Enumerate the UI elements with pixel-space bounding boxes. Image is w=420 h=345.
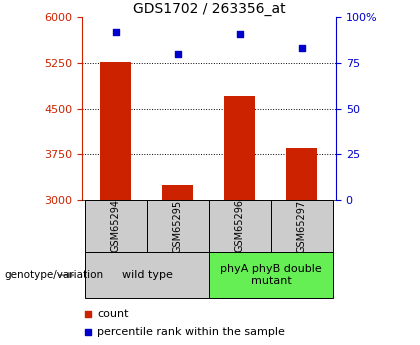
Bar [100, 62, 131, 200]
Point [113, 29, 119, 34]
Text: GSM65297: GSM65297 [297, 199, 307, 253]
Bar [85, 252, 209, 298]
Text: GSM65296: GSM65296 [235, 199, 245, 253]
Bar [224, 97, 255, 200]
Title: GDS1702 / 263356_at: GDS1702 / 263356_at [133, 2, 285, 16]
Bar [271, 200, 333, 252]
Point [85, 311, 92, 317]
Bar [163, 185, 194, 200]
Text: GSM65295: GSM65295 [173, 199, 183, 253]
Text: percentile rank within the sample: percentile rank within the sample [97, 327, 285, 337]
Text: phyA phyB double
mutant: phyA phyB double mutant [220, 264, 322, 286]
Point [85, 329, 92, 335]
Bar [85, 200, 147, 252]
Bar [286, 148, 318, 200]
Point [175, 51, 181, 57]
Text: count: count [97, 309, 129, 319]
Bar [147, 200, 209, 252]
Point [299, 46, 305, 51]
Bar [209, 252, 333, 298]
Text: wild type: wild type [121, 270, 173, 280]
Text: genotype/variation: genotype/variation [4, 270, 103, 280]
Bar [209, 200, 271, 252]
Point [236, 31, 243, 37]
Text: GSM65294: GSM65294 [111, 199, 121, 253]
